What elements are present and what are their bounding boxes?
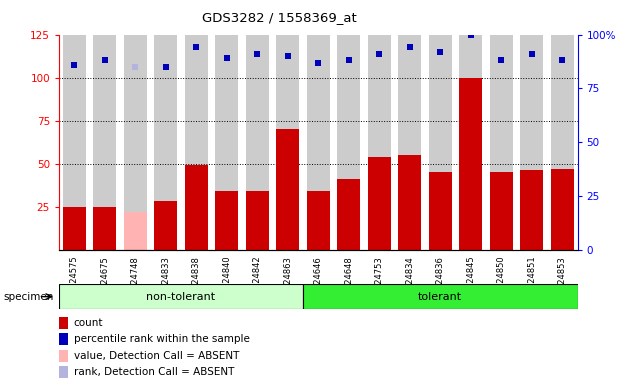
Bar — [429, 172, 451, 250]
Bar — [59, 333, 68, 345]
Bar — [337, 35, 360, 250]
Bar — [154, 35, 177, 250]
Bar — [215, 191, 238, 250]
Bar — [551, 35, 574, 250]
Bar — [124, 212, 147, 250]
Bar — [398, 155, 421, 250]
Text: GDS3282 / 1558369_at: GDS3282 / 1558369_at — [202, 12, 357, 25]
Bar — [63, 35, 86, 250]
Text: percentile rank within the sample: percentile rank within the sample — [73, 334, 250, 344]
Bar — [460, 78, 483, 250]
Bar — [63, 207, 86, 250]
Bar — [185, 35, 207, 250]
Text: rank, Detection Call = ABSENT: rank, Detection Call = ABSENT — [73, 367, 234, 377]
Text: value, Detection Call = ABSENT: value, Detection Call = ABSENT — [73, 351, 239, 361]
Bar — [59, 366, 68, 378]
Bar — [215, 35, 238, 250]
Bar — [93, 35, 116, 250]
Text: non-tolerant: non-tolerant — [147, 291, 215, 302]
Bar — [307, 191, 330, 250]
Bar — [59, 350, 68, 362]
Bar — [520, 170, 543, 250]
Text: tolerant: tolerant — [418, 291, 462, 302]
Bar — [490, 35, 513, 250]
Bar — [124, 35, 147, 250]
Bar — [551, 169, 574, 250]
Bar — [303, 284, 578, 309]
Bar — [337, 179, 360, 250]
Bar — [276, 129, 299, 250]
Bar — [368, 35, 391, 250]
Bar — [246, 35, 269, 250]
Bar — [398, 35, 421, 250]
Bar — [246, 191, 269, 250]
Text: count: count — [73, 318, 103, 328]
Bar — [154, 202, 177, 250]
Bar — [429, 35, 451, 250]
Bar — [520, 35, 543, 250]
Text: specimen: specimen — [3, 291, 53, 302]
Bar — [185, 165, 207, 250]
Bar — [307, 35, 330, 250]
Bar — [59, 317, 68, 329]
Bar — [59, 284, 303, 309]
Bar — [93, 207, 116, 250]
Bar — [490, 172, 513, 250]
Bar — [368, 157, 391, 250]
Bar — [276, 35, 299, 250]
Bar — [460, 35, 483, 250]
